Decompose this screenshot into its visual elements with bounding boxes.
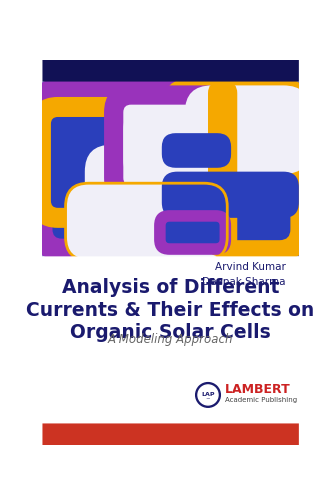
- FancyBboxPatch shape: [166, 222, 219, 244]
- Circle shape: [196, 382, 220, 407]
- FancyBboxPatch shape: [43, 82, 299, 256]
- FancyBboxPatch shape: [162, 78, 310, 260]
- Text: Analysis of Different
Currents & Their Effects on
Organic Solar Cells: Analysis of Different Currents & Their E…: [26, 278, 314, 342]
- FancyBboxPatch shape: [104, 86, 254, 205]
- FancyBboxPatch shape: [208, 82, 237, 256]
- Text: Academic Publishing: Academic Publishing: [225, 396, 297, 402]
- FancyBboxPatch shape: [85, 144, 262, 264]
- Text: LAMBERT: LAMBERT: [225, 383, 291, 396]
- FancyBboxPatch shape: [31, 97, 158, 228]
- FancyBboxPatch shape: [31, 78, 208, 260]
- FancyBboxPatch shape: [66, 183, 227, 260]
- FancyBboxPatch shape: [123, 104, 235, 186]
- FancyBboxPatch shape: [185, 86, 310, 174]
- FancyBboxPatch shape: [53, 100, 186, 238]
- Text: LAP: LAP: [201, 392, 215, 396]
- FancyBboxPatch shape: [43, 256, 299, 424]
- Text: Arvind Kumar
Deepak Sharma: Arvind Kumar Deepak Sharma: [202, 262, 286, 286]
- FancyBboxPatch shape: [182, 98, 290, 240]
- FancyBboxPatch shape: [51, 117, 138, 208]
- FancyBboxPatch shape: [123, 106, 235, 183]
- FancyBboxPatch shape: [43, 60, 299, 82]
- FancyBboxPatch shape: [162, 172, 299, 218]
- FancyBboxPatch shape: [43, 424, 299, 445]
- Text: A Modeling Approach: A Modeling Approach: [108, 334, 233, 346]
- FancyBboxPatch shape: [162, 133, 231, 168]
- Text: ~: ~: [206, 396, 210, 402]
- FancyBboxPatch shape: [154, 210, 231, 255]
- Circle shape: [198, 385, 218, 405]
